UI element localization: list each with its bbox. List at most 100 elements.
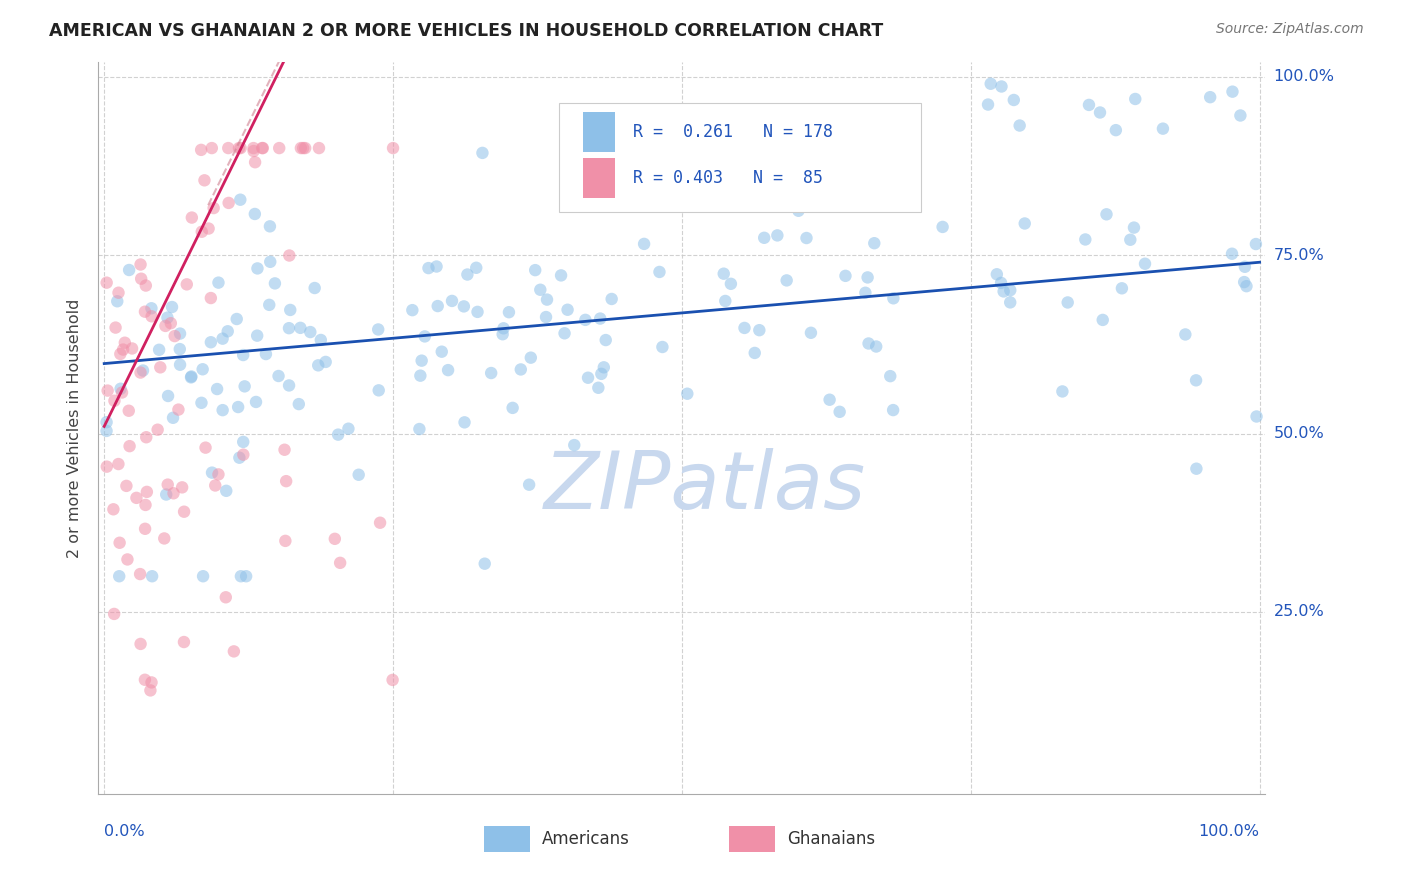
Point [155,487,177,501]
Point [337,422,360,436]
Point [294,141,316,155]
Point [1236,279,1258,293]
Point [713,267,735,281]
Point [290,321,312,335]
Point [401,303,423,318]
Point [226,400,249,414]
Point [201,466,224,480]
Point [193,173,215,187]
Point [977,97,1000,112]
Point [1133,257,1156,271]
Point [1185,461,1208,475]
Point [453,299,475,313]
Point [211,403,233,417]
Point [110,347,132,361]
Point [141,675,163,690]
Point [591,367,613,381]
Point [229,569,252,583]
Point [232,434,254,449]
Point [180,211,202,225]
Point [173,505,195,519]
Point [115,479,138,493]
Point [207,276,229,290]
Point [278,378,301,392]
Point [242,144,264,158]
Point [229,141,252,155]
Point [846,192,869,206]
Point [993,285,1015,299]
Point [246,328,269,343]
Point [103,607,125,621]
Point [121,342,143,356]
Point [118,403,141,417]
Point [259,298,281,312]
Point [273,442,295,457]
Point [595,333,617,347]
Point [204,478,226,492]
Point [269,141,291,155]
Point [190,143,212,157]
Point [190,396,212,410]
Point [492,321,515,335]
Point [274,533,297,548]
Text: R =  0.261   N = 178: R = 0.261 N = 178 [633,123,832,141]
Point [498,305,520,319]
Point [243,207,266,221]
Point [110,382,132,396]
Text: R = 0.403   N =  85: R = 0.403 N = 85 [633,169,823,187]
Point [103,502,125,516]
Point [1095,207,1118,221]
Point [492,327,515,342]
Point [600,292,623,306]
Point [474,557,496,571]
Point [834,268,856,283]
Point [211,332,233,346]
Point [108,535,131,549]
Point [96,459,118,474]
Point [980,77,1002,91]
Point [233,379,256,393]
Point [1111,281,1133,295]
Point [408,422,430,436]
Y-axis label: 2 or more Vehicles in Household: 2 or more Vehicles in Household [67,299,83,558]
Point [818,392,841,407]
Bar [582,158,616,199]
Point [111,385,134,400]
Point [160,300,183,314]
Point [172,480,194,494]
Point [205,382,228,396]
Point [307,359,329,373]
Point [550,268,572,283]
Point [149,360,172,375]
Text: 25.0%: 25.0% [1274,605,1324,619]
Point [162,486,184,500]
Point [309,333,332,347]
Point [509,362,531,376]
Point [1185,373,1208,387]
Point [315,355,337,369]
Point [368,516,391,530]
Point [134,673,156,687]
Point [141,301,163,316]
Point [107,285,129,300]
Point [856,270,879,285]
Point [105,294,128,309]
Point [865,339,887,353]
Point [1123,92,1146,106]
Point [156,310,179,325]
Point [299,325,322,339]
FancyBboxPatch shape [560,103,921,212]
Point [259,255,281,269]
Point [108,569,131,583]
Point [245,395,267,409]
Text: Source: ZipAtlas.com: Source: ZipAtlas.com [1216,22,1364,37]
Point [191,225,214,239]
Point [129,366,152,380]
Point [828,405,851,419]
Point [200,291,222,305]
Point [141,569,163,583]
Point [411,353,433,368]
Point [1244,237,1267,252]
Point [194,441,217,455]
Point [409,368,432,383]
